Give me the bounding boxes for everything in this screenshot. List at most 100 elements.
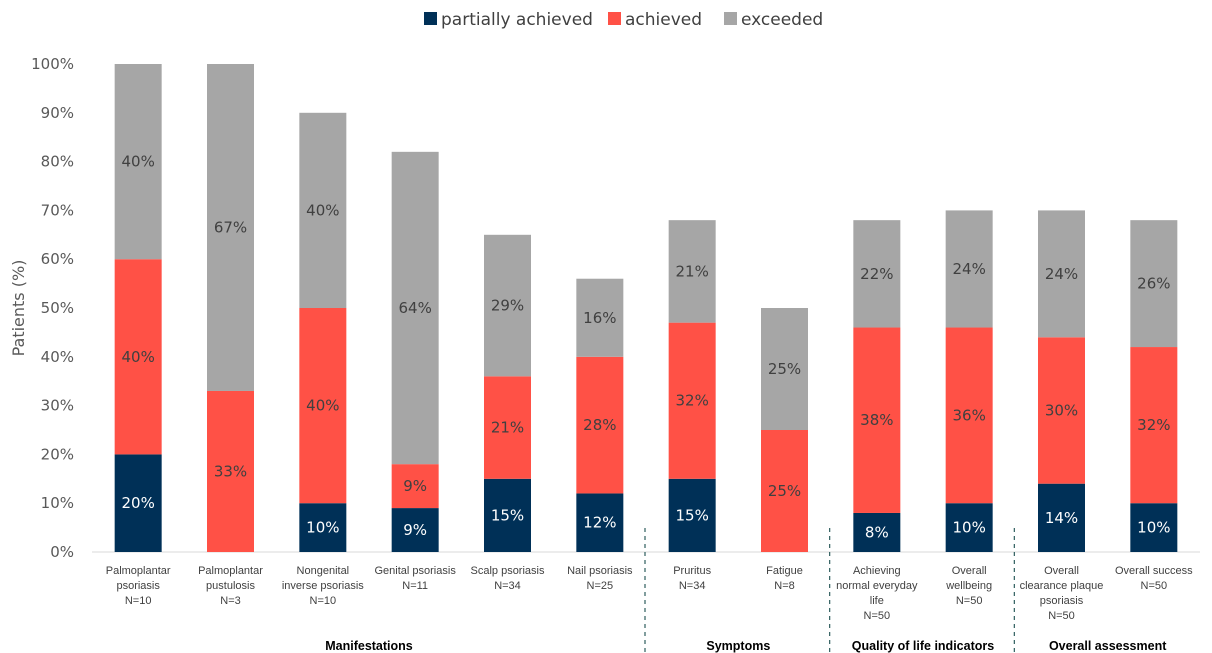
category-label: Overall success N=50 [1115,565,1193,592]
category-label: Achieving normal everyday life N=50 [836,565,918,622]
bar-segment [299,112,347,308]
bar-segment [299,503,347,552]
bar-segment [945,503,993,552]
y-tick-label: 50% [41,299,74,317]
bars [114,64,1178,552]
bar-segment [391,508,439,552]
y-tick-label: 20% [41,445,74,463]
bar-segment [1130,503,1178,552]
data-label: 32% [1137,416,1170,434]
bar-segment [391,151,439,465]
data-label: 33% [214,462,247,480]
y-tick-label: 60% [41,250,74,268]
bar-segment [668,322,716,479]
bar-segment [1038,483,1085,552]
data-label: 32% [675,392,708,410]
bar-segment [391,464,439,509]
category-label: Overall wellbeing N=50 [945,565,992,607]
group-label: Overall assessment [1049,639,1167,653]
legend-label: achieved [625,10,702,30]
group-label: Quality of life indicators [852,639,994,653]
data-label: 14% [1045,509,1078,527]
legend-swatch [424,12,437,25]
bar-segment [207,64,254,391]
data-label: 29% [491,297,524,315]
bar-segment [114,259,162,455]
data-label: 8% [865,523,889,541]
category-label: Nongenital inverse psoriasis N=10 [282,565,364,607]
y-tick-label: 90% [41,104,74,122]
data-label: 24% [1045,265,1078,283]
group-separators [644,528,1015,653]
data-label: 67% [214,218,247,236]
bar-segment [945,210,993,328]
bar-segment [945,327,993,504]
bar-segment [668,220,716,323]
y-axis-label: Patients (%) [9,260,28,357]
category-label: Genital psoriasis N=11 [375,565,457,592]
bar-segment [207,390,254,552]
bar-segment [484,234,531,377]
data-label: 64% [398,299,431,317]
data-label: 9% [403,477,427,495]
data-labels: 20% 40% 40% 33% 67% 10% 40% 40% 9% 9% 64% 15% 21% 29%… [121,153,1170,542]
data-label: 21% [675,262,708,280]
category-labels: Palmoplantar psoriasis N=10 Palmoplantar pus… [106,565,1193,622]
legend: partially achieved achieved exceeded [424,10,823,30]
data-label: 30% [1045,401,1078,419]
data-label: 40% [121,153,154,171]
data-label: 25% [768,360,801,378]
bar-segment [668,478,716,552]
category-label: Nail psoriasis N=25 [567,565,633,592]
data-label: 25% [768,482,801,500]
bar-segment [484,376,531,479]
legend-label: exceeded [741,10,823,30]
y-tick-label: 100% [31,55,74,73]
data-label: 40% [306,397,339,415]
bar-segment [1038,337,1085,484]
bar-segment [484,478,531,552]
bar-segment [576,278,624,357]
data-label: 12% [583,514,616,532]
data-label: 9% [403,521,427,539]
data-label: 26% [1137,275,1170,293]
bar-segment [1130,347,1178,504]
bar-segment [761,308,808,430]
data-label: 40% [306,201,339,219]
bar-segment [1130,220,1178,348]
y-tick-label: 40% [41,348,74,366]
data-label: 21% [491,419,524,437]
y-axis: 0% 10% 20% 30% 40% 50% 60% 70% 80% 90% 100% [31,55,1200,561]
group-label: Symptoms [706,639,770,653]
data-label: 40% [121,348,154,366]
data-label: 16% [583,309,616,327]
bar-segment [114,64,162,260]
legend-swatch [608,12,621,25]
bar-segment [761,430,808,552]
bar-segment [853,220,901,328]
data-label: 36% [952,406,985,424]
data-label: 38% [860,411,893,429]
y-tick-label: 0% [50,543,74,561]
legend-label: partially achieved [441,10,593,30]
category-label: Overall clearance plaque psoriasis N=50 [1020,565,1104,622]
bar-segment [299,308,347,504]
y-tick-label: 30% [41,397,74,415]
data-label: 28% [583,416,616,434]
group-label: Manifestations [325,639,413,653]
bar-segment [114,454,162,552]
data-label: 10% [952,519,985,537]
bar-segment [576,493,624,552]
data-label: 22% [860,265,893,283]
bar-segment [1038,210,1085,338]
data-label: 20% [121,494,154,512]
category-label: Scalp psoriasis N=34 [471,565,545,592]
y-tick-label: 70% [41,201,74,219]
data-label: 10% [306,519,339,537]
data-label: 15% [491,506,524,524]
category-label: Fatigue N=8 [766,565,803,592]
group-labels: Manifestations Symptoms Quality of life in… [325,639,1167,653]
category-label: Palmoplantar pustulosis N=3 [198,565,263,607]
data-label: 24% [952,260,985,278]
